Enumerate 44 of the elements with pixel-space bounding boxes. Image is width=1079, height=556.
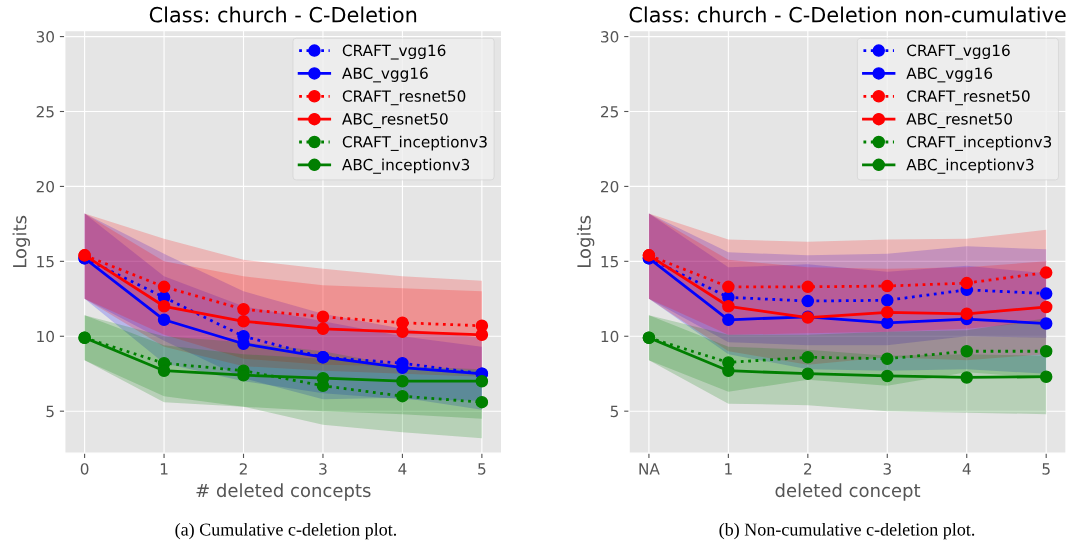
chart-title: Class: church - C-Deletion	[149, 6, 417, 23]
y-tick-label: 5	[610, 405, 618, 418]
y-tick-label: 20	[601, 180, 619, 193]
y-tick-label: 25	[601, 105, 618, 118]
legend-label: ABC_inceptionv3	[342, 158, 470, 174]
legend-label: CRAFT_vgg16	[907, 44, 1010, 60]
x-tick-label: 2	[239, 463, 247, 475]
chart-title: Class: church - C-Deletion non-cumulative	[629, 6, 1066, 23]
legend-label: CRAFT_inceptionv3	[342, 135, 487, 151]
x-tick-label: 1	[725, 463, 732, 475]
y-tick-label: 10	[601, 330, 619, 343]
x-tick-label: NA	[639, 463, 660, 475]
x-axis-title: # deleted concepts	[196, 483, 371, 501]
legend-label: ABC_resnet50	[906, 113, 1012, 129]
legend-label: CRAFT_resnet50	[907, 90, 1030, 106]
x-tick-label: 5	[1042, 463, 1050, 475]
x-tick-label: 0	[80, 463, 89, 475]
x-tick-label: 2	[804, 463, 812, 475]
x-tick-label: 5	[478, 463, 486, 475]
legend-label: CRAFT_resnet50	[342, 90, 466, 106]
y-axis-title: Logits	[576, 215, 595, 267]
x-tick-label: 4	[398, 463, 407, 475]
y-tick-label: 15	[601, 256, 618, 268]
text: (a) Cumulative c-deletion plot.	[175, 522, 397, 540]
y-axis-title: Logits	[12, 215, 31, 267]
y-tick-label: 20	[36, 180, 54, 193]
legend-label: CRAFT_inceptionv3	[907, 135, 1052, 151]
x-axis-title: deleted concept	[775, 483, 921, 501]
legend-label: CRAFT_vgg16	[342, 44, 446, 60]
y-tick-label: 5	[46, 405, 54, 418]
y-tick-label: 30	[601, 31, 619, 43]
text: (b) Non-cumulative c-deletion plot.	[719, 522, 975, 540]
y-tick-label: 15	[37, 256, 54, 268]
x-tick-label: 4	[962, 463, 971, 475]
y-tick-label: 10	[37, 330, 54, 343]
y-tick-label: 30	[36, 31, 54, 43]
legend-label: ABC_vgg16	[906, 67, 993, 83]
legend-label: ABC_inceptionv3	[906, 158, 1034, 174]
x-tick-label: 1	[160, 463, 168, 475]
legend-label: ABC_resnet50	[342, 113, 448, 129]
x-tick-label: 3	[883, 463, 891, 475]
y-tick-label: 25	[36, 105, 54, 118]
legend-label: ABC_vgg16	[342, 67, 428, 83]
x-tick-label: 3	[319, 463, 327, 475]
